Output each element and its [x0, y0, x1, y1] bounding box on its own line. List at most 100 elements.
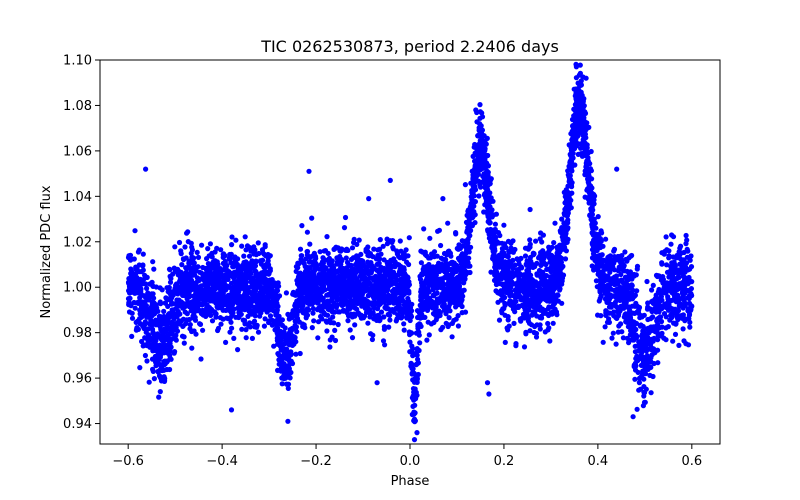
- data-point: [435, 228, 441, 234]
- data-point: [288, 369, 294, 376]
- data-point: [260, 257, 266, 263]
- data-point: [188, 250, 194, 256]
- data-point: [273, 327, 279, 333]
- data-point: [334, 269, 340, 275]
- data-point: [223, 339, 229, 345]
- data-point: [126, 299, 132, 306]
- data-point: [622, 249, 628, 255]
- data-point: [187, 265, 193, 271]
- data-point: [140, 277, 147, 283]
- data-point: [439, 303, 446, 309]
- data-point: [242, 321, 248, 327]
- data-point: [176, 239, 183, 246]
- data-point: [453, 316, 459, 322]
- data-point: [418, 260, 424, 266]
- data-point: [331, 320, 337, 326]
- data-point: [529, 297, 535, 304]
- data-point: [477, 109, 483, 115]
- data-point: [252, 313, 258, 319]
- data-point: [407, 349, 413, 355]
- data-point: [527, 206, 533, 213]
- data-point: [373, 316, 379, 322]
- data-point: [142, 272, 148, 278]
- data-point: [385, 265, 392, 271]
- data-point: [680, 326, 686, 332]
- data-point: [301, 299, 307, 306]
- data-point: [512, 262, 518, 268]
- data-point: [662, 290, 668, 296]
- data-point: [170, 301, 177, 307]
- data-points: [125, 61, 695, 443]
- data-point: [627, 269, 634, 275]
- data-point: [145, 290, 151, 296]
- data-point: [327, 317, 333, 323]
- data-point: [446, 307, 452, 313]
- data-point: [656, 286, 662, 293]
- data-point: [386, 324, 392, 330]
- data-point: [150, 259, 156, 265]
- data-point: [459, 310, 465, 316]
- data-point: [401, 327, 407, 333]
- data-point: [656, 302, 662, 308]
- data-point: [477, 102, 483, 108]
- data-point: [385, 260, 391, 266]
- data-point: [650, 314, 656, 320]
- data-point: [324, 234, 330, 240]
- data-point: [146, 379, 152, 385]
- data-point: [474, 119, 480, 125]
- data-point: [229, 234, 235, 240]
- data-point: [604, 299, 610, 305]
- data-point: [659, 250, 665, 256]
- data-point: [538, 230, 544, 236]
- data-point: [621, 263, 627, 269]
- data-point: [502, 339, 508, 345]
- data-point: [649, 287, 655, 293]
- data-point: [309, 215, 315, 221]
- data-point: [275, 332, 281, 338]
- data-point: [667, 317, 673, 323]
- data-point: [621, 305, 627, 311]
- data-point: [309, 276, 315, 282]
- data-point: [307, 270, 313, 276]
- data-point: [407, 339, 413, 345]
- data-point: [198, 283, 204, 289]
- data-point: [401, 276, 407, 282]
- data-point: [391, 286, 397, 292]
- data-point: [527, 328, 533, 334]
- data-point: [304, 249, 310, 255]
- data-point: [182, 309, 188, 315]
- data-point: [627, 284, 633, 290]
- data-point: [349, 335, 356, 341]
- data-point: [283, 290, 289, 296]
- data-point: [663, 337, 669, 343]
- data-point: [527, 237, 533, 243]
- data-point: [647, 306, 653, 312]
- data-point: [346, 275, 353, 281]
- data-point: [358, 272, 364, 278]
- data-point: [588, 207, 594, 213]
- data-point: [189, 306, 195, 312]
- data-point: [547, 274, 554, 280]
- data-point: [165, 303, 171, 309]
- data-point: [404, 259, 410, 265]
- data-point: [373, 256, 379, 262]
- data-point: [262, 244, 268, 250]
- data-point: [138, 300, 144, 306]
- data-point: [381, 326, 387, 332]
- data-point: [645, 300, 651, 306]
- data-point: [453, 304, 459, 310]
- data-point: [341, 225, 348, 231]
- data-point: [167, 366, 173, 373]
- data-point: [506, 248, 512, 254]
- data-point: [215, 327, 221, 334]
- data-point: [217, 315, 223, 321]
- data-point: [446, 315, 452, 321]
- data-point: [384, 236, 390, 242]
- data-point: [304, 312, 311, 318]
- data-point: [396, 302, 402, 308]
- data-point: [248, 279, 254, 285]
- data-point: [256, 250, 262, 257]
- data-point: [327, 262, 333, 268]
- data-point: [389, 307, 395, 313]
- data-point: [434, 290, 440, 296]
